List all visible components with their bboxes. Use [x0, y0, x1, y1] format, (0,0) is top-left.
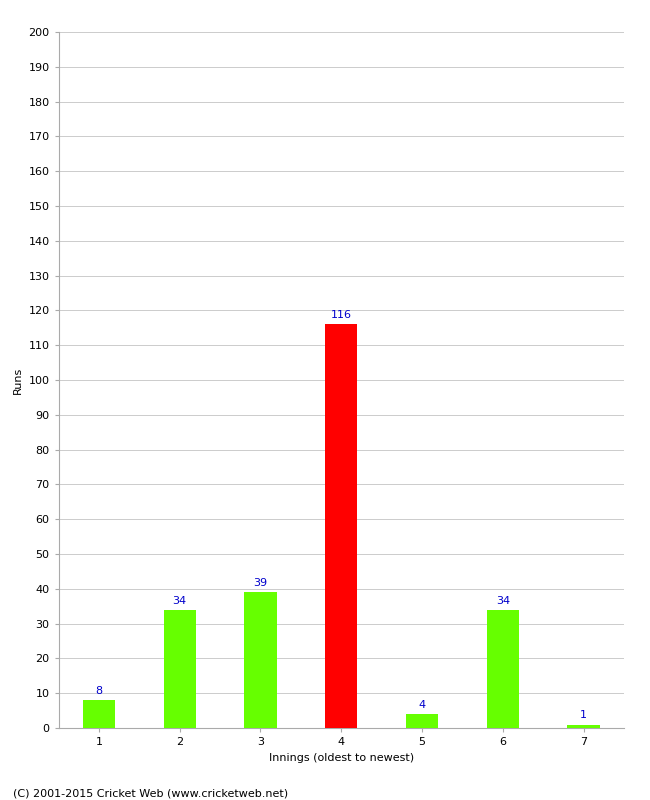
- Bar: [83, 700, 115, 728]
- Bar: [164, 610, 196, 728]
- Text: (C) 2001-2015 Cricket Web (www.cricketweb.net): (C) 2001-2015 Cricket Web (www.cricketwe…: [13, 788, 288, 798]
- Text: 39: 39: [254, 578, 268, 588]
- X-axis label: Innings (oldest to newest): Innings (oldest to newest): [268, 753, 414, 762]
- Bar: [406, 714, 438, 728]
- Text: 8: 8: [96, 686, 103, 696]
- Text: 1: 1: [580, 710, 587, 720]
- Text: 34: 34: [173, 595, 187, 606]
- Bar: [325, 324, 358, 728]
- Y-axis label: Runs: Runs: [13, 366, 23, 394]
- Text: 4: 4: [419, 700, 426, 710]
- Bar: [567, 725, 600, 728]
- Text: 116: 116: [331, 310, 352, 320]
- Bar: [244, 592, 277, 728]
- Text: 34: 34: [496, 595, 510, 606]
- Bar: [487, 610, 519, 728]
